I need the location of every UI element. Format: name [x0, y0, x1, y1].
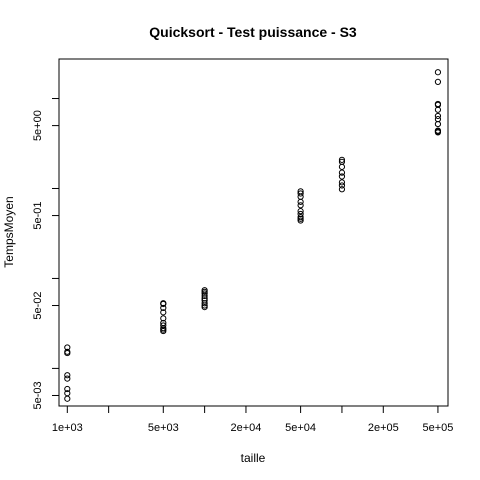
- data-point: [434, 120, 442, 128]
- data-point: [160, 309, 167, 316]
- y-tick-label: 5e-01: [32, 201, 44, 229]
- data-point: [338, 186, 346, 193]
- data-point: [64, 395, 71, 402]
- data-point: [160, 327, 167, 335]
- data-point: [338, 169, 346, 176]
- data-point: [338, 156, 346, 163]
- data-points: [64, 69, 442, 402]
- data-point: [201, 304, 208, 311]
- x-tick-label: 5e+03: [148, 422, 179, 434]
- data-point: [434, 78, 442, 86]
- data-point: [201, 300, 208, 307]
- data-point: [338, 163, 346, 170]
- x-tick-label: 1e+03: [52, 422, 83, 434]
- data-point: [160, 304, 167, 312]
- data-point: [434, 129, 442, 136]
- data-point: [434, 112, 442, 120]
- data-point: [64, 372, 71, 379]
- data-point: [434, 106, 442, 113]
- data-point: [64, 349, 71, 357]
- data-point: [338, 173, 346, 180]
- data-point: [64, 385, 71, 393]
- y-axis: 5e-03 5e-02 5e-01 5e+00: [32, 98, 59, 410]
- data-point: [64, 375, 71, 382]
- chart-title: Quicksort - Test puissance - S3: [149, 24, 357, 40]
- data-point: [297, 198, 304, 205]
- y-tick-label: 5e+00: [32, 110, 44, 141]
- x-axis-label: taille: [241, 451, 266, 465]
- y-tick-label: 5e-02: [32, 291, 44, 319]
- x-tick-label: 5e+04: [285, 422, 316, 434]
- x-tick-label: 2e+04: [231, 422, 262, 434]
- y-tick-label: 5e-03: [32, 381, 44, 409]
- x-axis: 1e+03 5e+03 2e+04 5e+04 2e+05 5e+05: [52, 406, 453, 434]
- data-point: [201, 292, 208, 299]
- plot-frame: [58, 58, 449, 407]
- y-axis-label: TempsMoyen: [2, 196, 16, 267]
- data-point: [434, 69, 442, 76]
- data-point: [297, 190, 304, 197]
- data-point: [160, 300, 167, 308]
- data-point: [338, 179, 346, 186]
- data-point: [297, 215, 304, 222]
- data-point: [160, 315, 167, 322]
- data-point: [297, 208, 304, 215]
- x-tick-label: 2e+05: [368, 422, 399, 434]
- x-tick-label: 5e+05: [422, 422, 453, 434]
- data-point: [338, 182, 346, 189]
- data-point: [297, 217, 304, 224]
- data-point: [297, 202, 304, 209]
